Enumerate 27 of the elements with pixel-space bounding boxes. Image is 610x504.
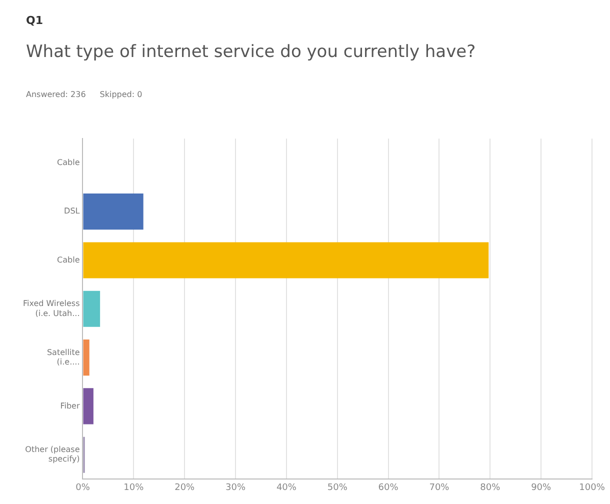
- x-tick-label: 20%: [174, 482, 196, 493]
- bar: [83, 340, 90, 376]
- bar: [83, 242, 489, 278]
- x-tick-label: 90%: [531, 482, 552, 493]
- x-tick-label: 40%: [276, 482, 297, 493]
- y-tick-label: Cable: [57, 158, 80, 168]
- y-tick-label: Other (please specify): [25, 445, 80, 464]
- y-tick-label: Fixed Wireless (i.e. Utah...: [22, 299, 80, 318]
- bar: [83, 388, 94, 424]
- y-tick-label: Fiber: [60, 401, 80, 410]
- text: Q1: [26, 14, 44, 27]
- y-tick-label: Cable: [57, 255, 80, 264]
- x-tick-label: 100%: [579, 482, 606, 493]
- chart-title: What type of internet service do you currently have?: [26, 42, 476, 62]
- y-tick-label: DSL: [64, 206, 80, 216]
- x-tick-label: 80%: [480, 482, 501, 493]
- x-tick-label: 0%: [76, 482, 90, 493]
- x-tick-label: 60%: [378, 482, 399, 493]
- x-tick-label: 10%: [124, 482, 144, 493]
- bar: [83, 290, 100, 327]
- bar: [83, 194, 144, 230]
- x-tick-label: 70%: [429, 482, 450, 493]
- text: Answered: 236: [26, 90, 86, 99]
- x-tick-label: 50%: [327, 482, 348, 493]
- text: Skipped: 0: [100, 90, 142, 99]
- x-tick-label: 30%: [226, 482, 246, 493]
- y-tick-label: Satellite (i.e....: [46, 348, 80, 366]
